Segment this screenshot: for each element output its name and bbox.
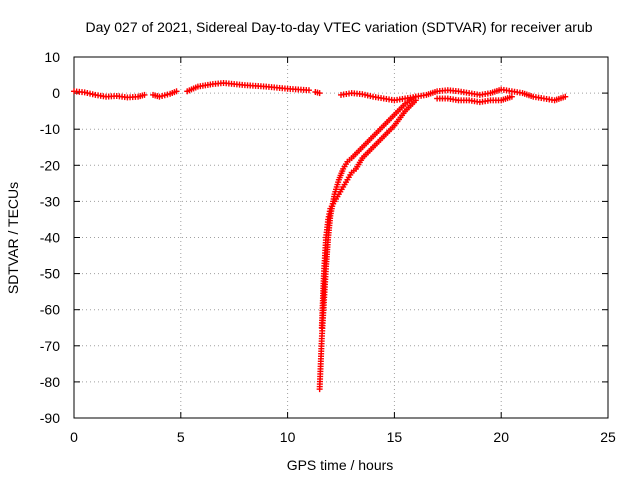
x-tick-label: 0 [70, 429, 78, 445]
chart-title: Day 027 of 2021, Sidereal Day-to-day VTE… [85, 19, 592, 35]
y-tick-label: -60 [40, 302, 60, 318]
x-tick-label: 5 [177, 429, 185, 445]
y-tick-label: -10 [40, 121, 60, 137]
y-tick-label: 0 [52, 85, 60, 101]
x-tick-label: 25 [600, 429, 616, 445]
data-points [71, 79, 569, 393]
x-axis-label: GPS time / hours [287, 457, 394, 473]
ticks: 0 5 10 15 20 25 10 0 -10 -20 -30 -40 -50 -60 -70 -80 -90 [40, 49, 616, 445]
data-point [316, 90, 323, 97]
data-point [562, 93, 569, 100]
y-tick-label: -70 [40, 338, 60, 354]
data-point [141, 91, 148, 98]
x-tick-label: 20 [493, 429, 509, 445]
y-tick-label: -90 [40, 410, 60, 426]
y-tick-label: 10 [44, 49, 60, 65]
y-tick-label: -20 [40, 157, 60, 173]
y-axis-label: SDTVAR / TECUs [5, 182, 21, 294]
y-tick-label: -40 [40, 230, 60, 246]
y-tick-label: -80 [40, 374, 60, 390]
y-tick-label: -30 [40, 193, 60, 209]
x-tick-label: 10 [280, 429, 296, 445]
data-point [305, 87, 312, 94]
data-point [508, 93, 515, 100]
y-tick-label: -50 [40, 266, 60, 282]
data-point [412, 97, 419, 104]
data-point [173, 88, 180, 95]
grid [74, 57, 608, 418]
x-tick-label: 15 [387, 429, 403, 445]
